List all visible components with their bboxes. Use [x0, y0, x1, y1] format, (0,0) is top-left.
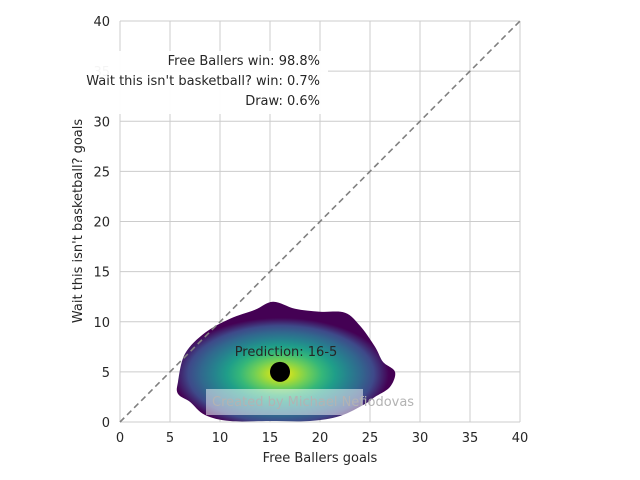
x-tick-label: 10	[212, 431, 229, 446]
outcome-box	[66, 51, 328, 114]
outcome-draw: Draw: 0.6%	[245, 94, 320, 109]
equal-score-diagonal	[119, 20, 521, 423]
y-axis-label: Wait this isn't basketball? goals	[71, 119, 86, 324]
outcome-away-win: Wait this isn't basketball? win: 0.7%	[86, 74, 320, 89]
y-tick-label: 30	[93, 115, 110, 130]
watermark: Created by Michael Nefiodovas	[212, 395, 414, 410]
x-axis-label: Free Ballers goals	[263, 451, 378, 466]
x-tick-label: 40	[512, 431, 529, 446]
y-tick-label: 10	[93, 316, 110, 331]
x-tick-label: 30	[412, 431, 429, 446]
y-tick-label: 15	[93, 266, 110, 281]
prediction-marker	[270, 361, 290, 382]
prediction-label: Prediction: 16-5	[235, 345, 338, 360]
x-tick-label: 15	[262, 431, 279, 446]
outcome-home-win: Free Ballers win: 98.8%	[168, 54, 320, 69]
y-tick-label: 20	[93, 216, 110, 231]
x-tick-label: 0	[116, 431, 124, 446]
y-tick-label: 5	[102, 366, 110, 381]
x-tick-label: 25	[362, 431, 379, 446]
axis-ticks: 05101520253035400510152025303540	[93, 15, 528, 446]
watermark-box	[206, 389, 363, 415]
y-tick-label: 40	[93, 15, 110, 30]
x-tick-label: 5	[166, 431, 174, 446]
y-tick-label: 0	[102, 416, 110, 431]
x-tick-label: 35	[462, 431, 479, 446]
x-tick-label: 20	[312, 431, 329, 446]
y-tick-label: 25	[93, 165, 110, 180]
